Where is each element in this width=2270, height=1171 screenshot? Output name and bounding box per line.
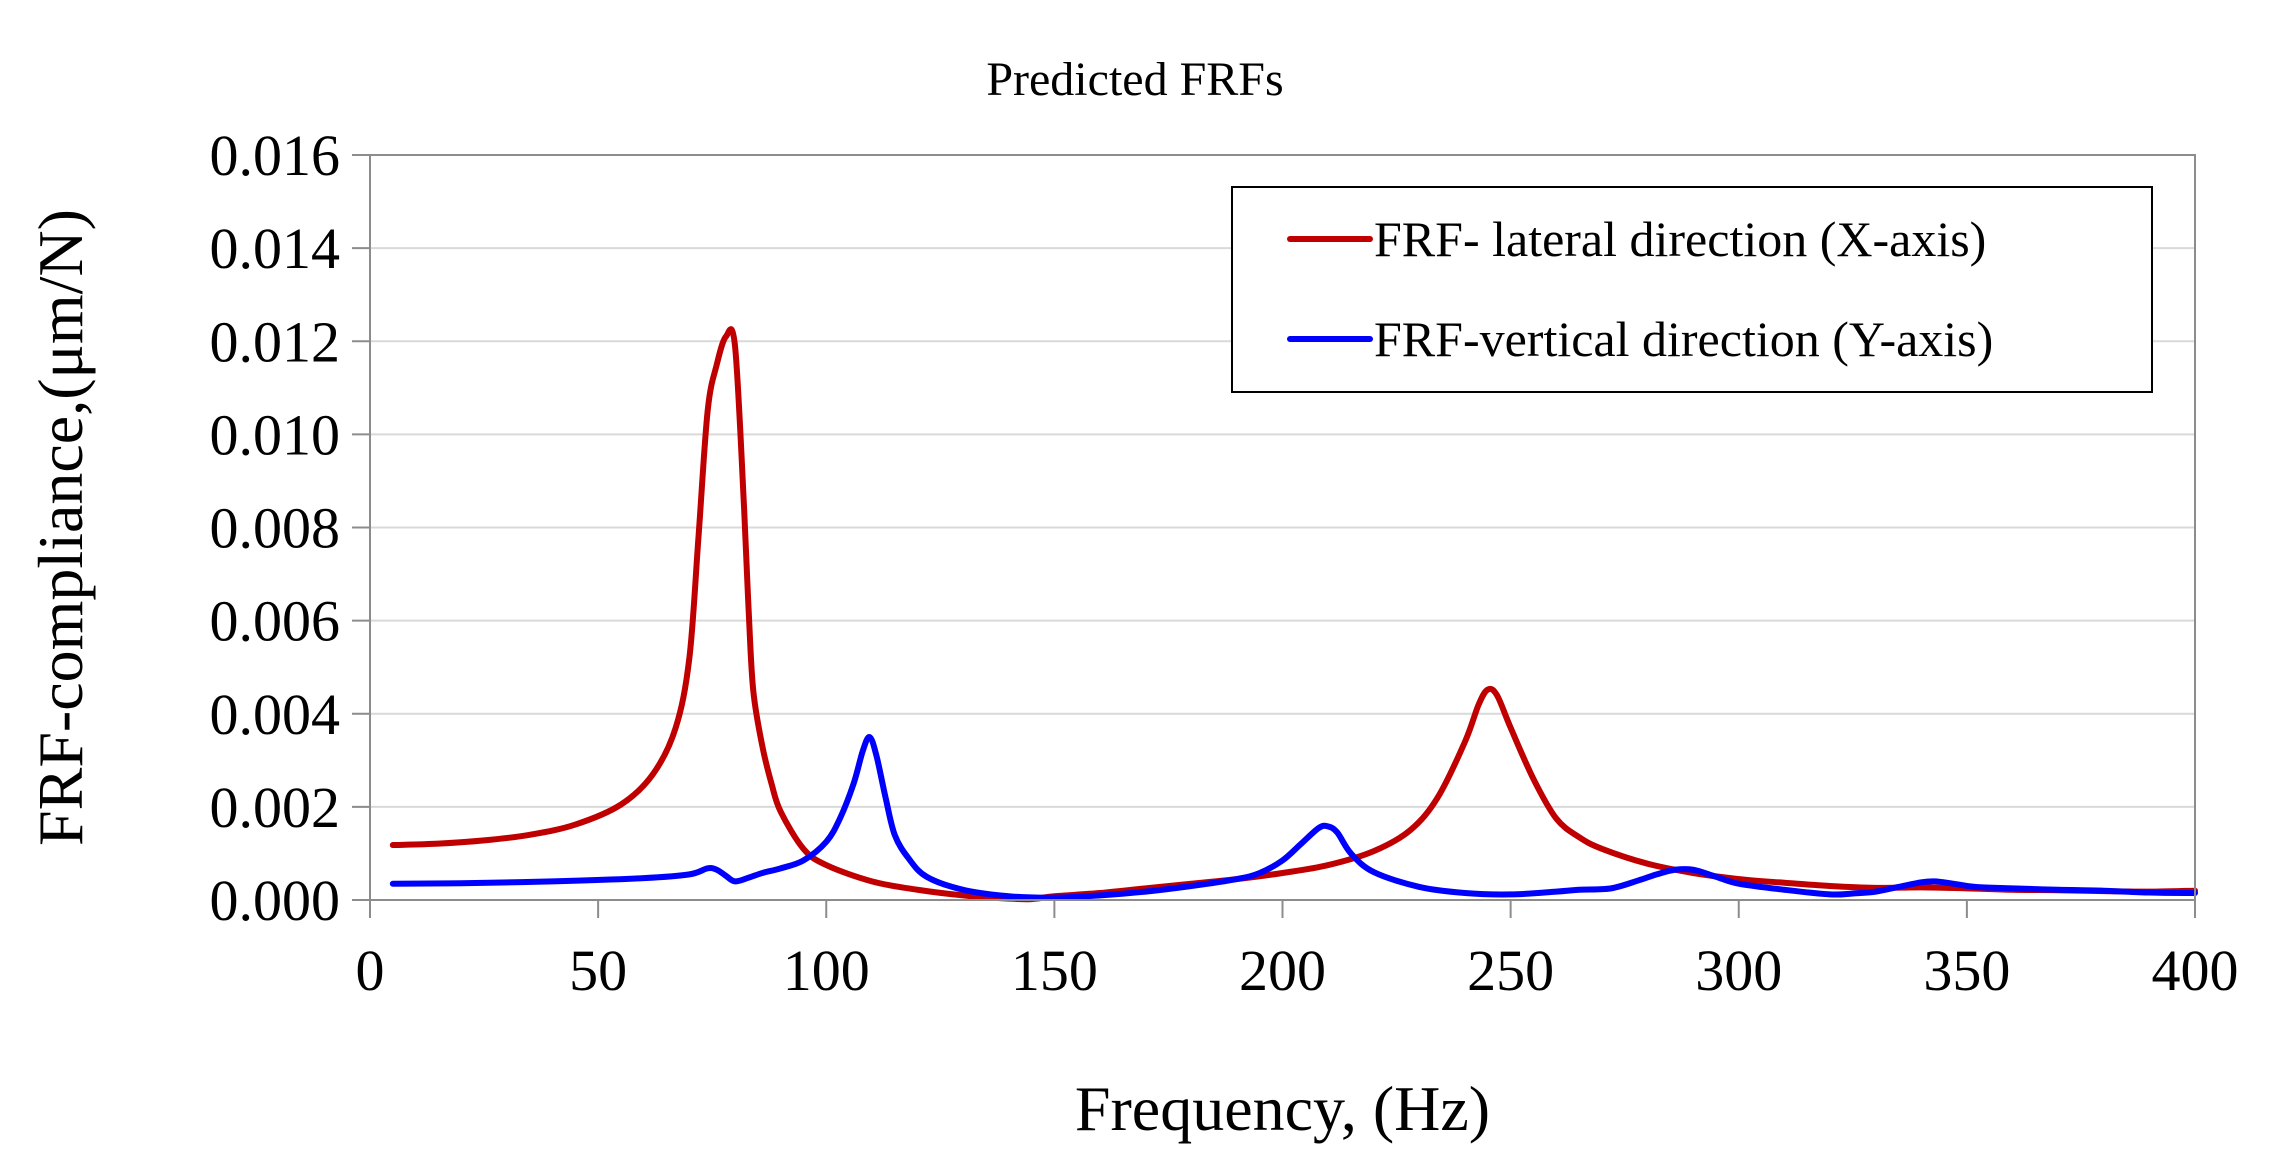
y-tick-label: 0.012 bbox=[210, 309, 341, 374]
x-axis-label: Frequency, (Hz) bbox=[1075, 1073, 1490, 1144]
chart-title: Predicted FRFs bbox=[986, 53, 1283, 106]
legend-label-vertical: FRF-vertical direction (Y-axis) bbox=[1374, 311, 1993, 367]
tick-layer: 0.000 0.002 0.004 0.006 0.008 0.010 0.012 0.014… bbox=[210, 123, 2239, 1003]
y-tick-label: 0.002 bbox=[210, 775, 341, 840]
x-tick-label: 50 bbox=[569, 938, 627, 1003]
legend: FRF- lateral direction (X-axis) FRF-verti… bbox=[1231, 186, 2153, 393]
x-tick-label: 150 bbox=[1011, 938, 1098, 1003]
y-axis-label: FRF-compliance,(μm/N) bbox=[25, 209, 96, 846]
series-line-vertical-y bbox=[389, 734, 2198, 901]
series-line-lateral-x bbox=[389, 326, 2198, 903]
y-tick-label: 0.016 bbox=[210, 123, 341, 188]
y-tick-label: 0.010 bbox=[210, 402, 341, 467]
x-tick-label: 200 bbox=[1239, 938, 1326, 1003]
y-tick-label: 0.004 bbox=[210, 682, 341, 747]
legend-box bbox=[1231, 186, 2153, 393]
y-tick-label: 0.014 bbox=[210, 216, 341, 281]
x-tick-label: 400 bbox=[2152, 938, 2239, 1003]
y-tick-label: 0.008 bbox=[210, 496, 341, 561]
x-tick-label: 300 bbox=[1695, 938, 1782, 1003]
series-layer bbox=[389, 326, 2198, 903]
x-tick-label: 0 bbox=[356, 938, 385, 1003]
y-tick-label: 0.006 bbox=[210, 589, 341, 654]
x-tick-label: 100 bbox=[783, 938, 870, 1003]
x-tick-label: 250 bbox=[1467, 938, 1554, 1003]
x-tick-label: 350 bbox=[1923, 938, 2010, 1003]
legend-label-lateral: FRF- lateral direction (X-axis) bbox=[1374, 211, 1986, 267]
y-tick-label: 0.000 bbox=[210, 868, 341, 933]
